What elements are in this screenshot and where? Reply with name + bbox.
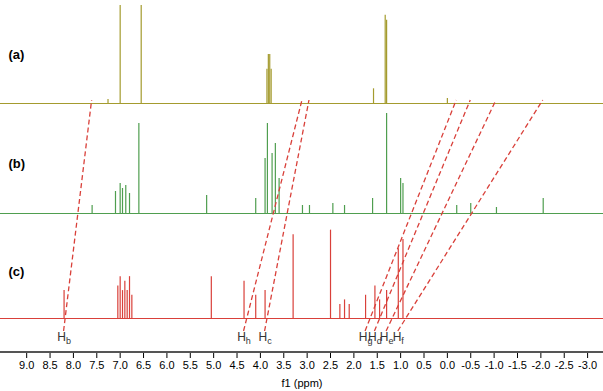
svg-text:1.5: 1.5 <box>370 359 385 371</box>
svg-text:8.5: 8.5 <box>42 359 57 371</box>
svg-text:0.0: 0.0 <box>440 359 455 371</box>
svg-text:5.5: 5.5 <box>183 359 198 371</box>
svg-text:(c): (c) <box>9 264 25 279</box>
svg-text:-3.0: -3.0 <box>578 359 597 371</box>
svg-text:Hg: Hg <box>358 329 373 346</box>
svg-text:1.0: 1.0 <box>393 359 408 371</box>
svg-text:Hd: Hd <box>368 329 382 346</box>
svg-text:f1 (ppm): f1 (ppm) <box>282 377 323 389</box>
svg-text:2.5: 2.5 <box>323 359 338 371</box>
svg-text:7.0: 7.0 <box>113 359 128 371</box>
svg-text:3.0: 3.0 <box>299 359 314 371</box>
svg-text:4.5: 4.5 <box>229 359 244 371</box>
svg-text:Hh: Hh <box>237 330 251 346</box>
svg-text:-1.0: -1.0 <box>485 359 504 371</box>
svg-text:(b): (b) <box>9 156 26 171</box>
svg-text:-1.5: -1.5 <box>508 359 527 371</box>
svg-text:5.0: 5.0 <box>206 359 221 371</box>
svg-text:Hf: Hf <box>393 330 405 346</box>
svg-text:He: He <box>380 330 394 346</box>
svg-text:2.0: 2.0 <box>346 359 361 371</box>
svg-text:3.5: 3.5 <box>276 359 291 371</box>
svg-text:6.5: 6.5 <box>136 359 151 371</box>
svg-text:(a): (a) <box>9 47 25 62</box>
svg-text:4.0: 4.0 <box>253 359 268 371</box>
svg-text:-0.5: -0.5 <box>461 359 480 371</box>
svg-text:9.0: 9.0 <box>19 359 34 371</box>
svg-text:6.0: 6.0 <box>159 359 174 371</box>
svg-text:8.0: 8.0 <box>66 359 81 371</box>
svg-text:-2.0: -2.0 <box>531 359 550 371</box>
svg-text:Hb: Hb <box>57 330 71 346</box>
svg-text:7.5: 7.5 <box>89 359 104 371</box>
svg-text:-2.5: -2.5 <box>555 359 574 371</box>
svg-text:0.5: 0.5 <box>416 359 431 371</box>
svg-text:Hc: Hc <box>258 330 272 346</box>
